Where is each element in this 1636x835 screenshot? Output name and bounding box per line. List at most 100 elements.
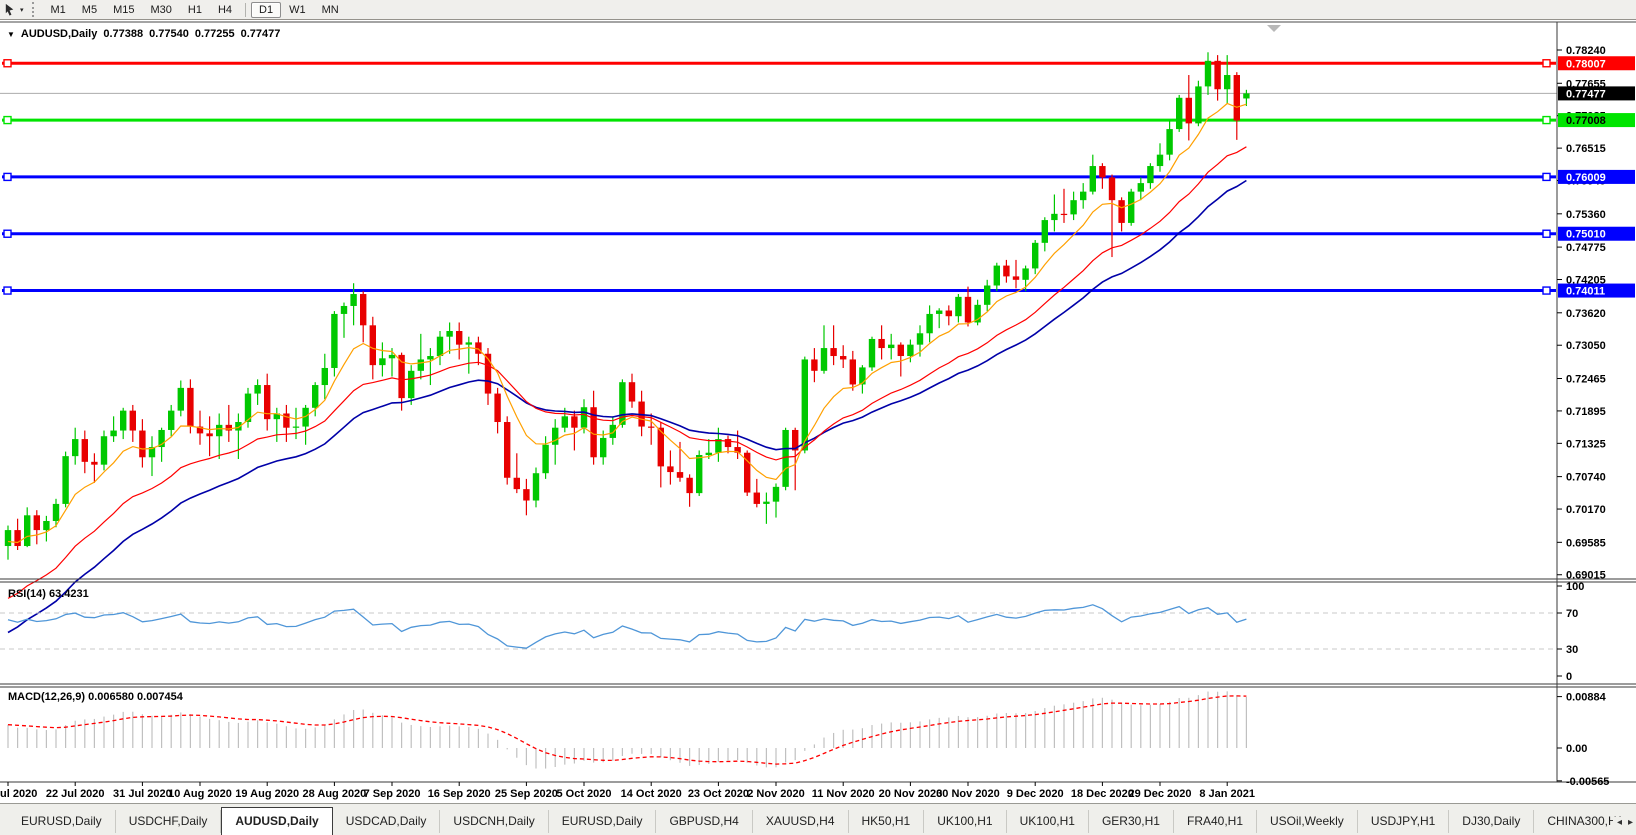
level-line-left-handle[interactable] xyxy=(3,115,12,125)
candle-body xyxy=(1204,60,1212,87)
rsi-panel[interactable]: 100 70 30 0 xyxy=(0,581,1584,683)
candle-body xyxy=(859,367,866,385)
horizontal-level-line-0.74011[interactable] xyxy=(2,286,1556,295)
chart-tab-audusd-daily[interactable]: AUDUSD,Daily xyxy=(221,807,333,835)
level-line-right-handle[interactable] xyxy=(1542,229,1551,238)
horizontal-level-line-0.76009[interactable] xyxy=(2,172,1556,182)
date-axis-label: 18 Dec 2020 xyxy=(1071,788,1134,800)
candle-body xyxy=(571,416,578,428)
candle-body xyxy=(888,344,895,349)
candle-body xyxy=(52,503,60,521)
candle-body xyxy=(187,387,194,427)
timeframe-button-m1[interactable]: M1 xyxy=(50,3,66,16)
chart-tab-uk100-h1[interactable]: UK100,H1 xyxy=(1007,810,1089,833)
level-line-left-handle[interactable] xyxy=(3,172,12,182)
timeframe-button-w1[interactable]: W1 xyxy=(289,3,306,16)
timeframe-button-m15[interactable]: M15 xyxy=(113,3,135,16)
chevron-down-icon: ▾ xyxy=(20,6,24,14)
candle-body xyxy=(235,422,242,431)
ohlc-close: 0.77477 xyxy=(240,28,281,40)
price-axis-tick-label: 0.70170 xyxy=(1566,504,1606,516)
candle-body xyxy=(523,489,530,501)
candle-body xyxy=(926,313,933,334)
timeframe-button-m5[interactable]: M5 xyxy=(81,3,98,16)
candle-body xyxy=(1176,97,1183,130)
candle-body xyxy=(1128,191,1135,223)
chart-tab-xauusd-h4[interactable]: XAUUSD,H4 xyxy=(753,810,849,833)
candle-body xyxy=(120,410,127,431)
current-price-box xyxy=(1558,86,1635,101)
candle-body xyxy=(792,429,799,451)
tab-scroll-left-icon[interactable]: ◂ xyxy=(1616,817,1622,828)
candle-body xyxy=(1051,213,1058,221)
price-chart-canvas[interactable]: 0.782400.776550.770850.765150.759450.753… xyxy=(0,20,1636,803)
chart-tab-dj30-daily[interactable]: DJ30,Daily xyxy=(1449,810,1535,833)
chart-window[interactable]: ▼ AUDUSD,Daily 0.77388 0.77540 0.77255 0.7747… xyxy=(0,20,1636,803)
horizontal-level-line-0.77008[interactable] xyxy=(2,115,1556,125)
candle-body xyxy=(964,296,972,323)
timeframe-button-h1[interactable]: H1 xyxy=(187,3,202,16)
chart-tab-hk50-h1[interactable]: HK50,H1 xyxy=(849,810,925,833)
candle-body xyxy=(475,342,482,354)
candle-body xyxy=(772,486,780,502)
macd-panel[interactable]: 0.00884 0.00 -0.00565 xyxy=(7,691,1609,788)
chart-tab-usdjpy-h1[interactable]: USDJPY,H1 xyxy=(1358,810,1450,833)
level-label-text: 0.74011 xyxy=(1566,286,1605,298)
chart-tab-usdchf-daily[interactable]: USDCHF,Daily xyxy=(116,810,222,833)
timeframe-button-mn[interactable]: MN xyxy=(321,3,339,16)
candle-body xyxy=(561,416,568,428)
rsi-axis-tick-label: 30 xyxy=(1566,644,1578,656)
chart-tab-uk100-h1[interactable]: UK100,H1 xyxy=(924,810,1007,833)
chart-tab-china300-h1[interactable]: CHINA300,H1 xyxy=(1534,810,1636,833)
date-axis-label: 5 Oct 2020 xyxy=(556,788,611,800)
date-axis-label: 28 Aug 2020 xyxy=(303,788,367,800)
candle-body xyxy=(1166,129,1173,155)
candle-body xyxy=(897,344,904,357)
candle-body xyxy=(504,422,511,478)
chart-tab-fra40-h1[interactable]: FRA40,H1 xyxy=(1174,810,1258,833)
toolbar-grip-handle[interactable] xyxy=(31,2,37,17)
chart-shift-marker-icon[interactable] xyxy=(1267,25,1281,32)
candle-body xyxy=(100,436,108,465)
chart-tab-usdcad-daily[interactable]: USDCAD,Daily xyxy=(333,810,441,833)
candle-body xyxy=(984,285,991,305)
chart-tab-gbpusd-h4[interactable]: GBPUSD,H4 xyxy=(656,810,753,833)
candle-body xyxy=(763,501,770,504)
candle-body xyxy=(705,452,712,456)
cursor-tool-button[interactable]: ▾ xyxy=(3,2,24,17)
level-line-right-handle[interactable] xyxy=(1542,115,1551,125)
level-line-left-handle[interactable] xyxy=(3,229,12,238)
level-label-box xyxy=(1558,169,1635,184)
horizontal-level-line-0.78007[interactable] xyxy=(2,59,1556,68)
level-line-right-handle[interactable] xyxy=(1542,286,1551,295)
price-axis-tick-label: 0.76515 xyxy=(1566,143,1606,155)
level-line-right-handle[interactable] xyxy=(1542,59,1551,68)
date-axis-label: 31 Jul 2020 xyxy=(113,788,172,800)
candle-body xyxy=(360,294,367,326)
chart-tab-eurusd-daily[interactable]: EURUSD,Daily xyxy=(549,810,657,833)
candle-body xyxy=(1089,166,1096,192)
candle-body xyxy=(168,410,175,430)
candle-body xyxy=(244,393,252,423)
chart-tab-eurusd-daily[interactable]: EURUSD,Daily xyxy=(8,810,116,833)
timeframe-button-h4[interactable]: H4 xyxy=(217,3,233,16)
level-line-left-handle[interactable] xyxy=(3,59,12,68)
timeframe-button-d1[interactable]: D1 xyxy=(251,1,282,18)
chart-tab-usdcnh-daily[interactable]: USDCNH,Daily xyxy=(440,810,549,833)
candle-body xyxy=(1070,200,1077,215)
candle-body xyxy=(1147,166,1154,184)
candle-body xyxy=(1108,177,1116,201)
chart-tab-ger30-h1[interactable]: GER30,H1 xyxy=(1089,810,1174,833)
tab-scroll-right-icon[interactable]: ▸ xyxy=(1627,817,1633,828)
level-line-left-handle[interactable] xyxy=(3,286,12,295)
date-axis-label: 29 Dec 2020 xyxy=(1129,788,1192,800)
level-line-right-handle[interactable] xyxy=(1542,172,1551,182)
chart-tab-usoil-weekly[interactable]: USOil,Weekly xyxy=(1257,810,1358,833)
candle-body xyxy=(820,348,828,371)
candle-body xyxy=(254,385,261,394)
tab-scroll-buttons: ◂ ▸ xyxy=(1612,817,1633,828)
horizontal-level-line-0.75010[interactable] xyxy=(2,229,1556,238)
price-axis-tick-label: 0.73620 xyxy=(1566,308,1606,320)
timeframe-button-m30[interactable]: M30 xyxy=(150,3,172,16)
